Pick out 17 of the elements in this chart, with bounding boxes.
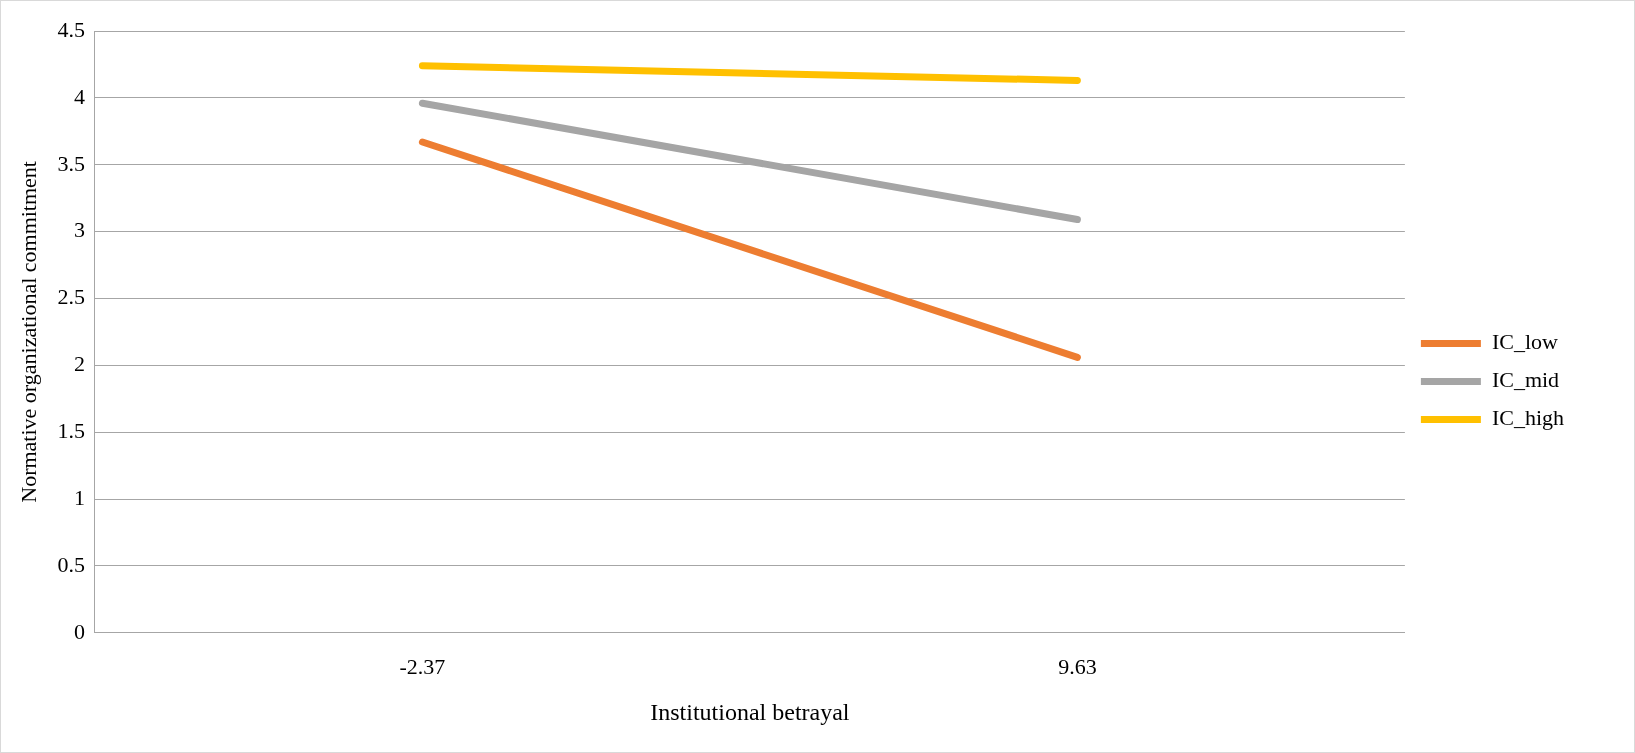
y-tick-label: 0 xyxy=(73,618,85,644)
y-tick-label: 1 xyxy=(73,484,85,510)
y-tick-label: 3 xyxy=(73,217,85,243)
y-tick-label: 1.5 xyxy=(57,417,85,443)
legend-label: IC_mid xyxy=(1491,367,1560,393)
y-axis-title: Normative organizational commitment xyxy=(15,161,41,503)
y-tick-label: 4 xyxy=(73,83,85,109)
legend-label: IC_high xyxy=(1491,405,1565,431)
x-axis-title: Institutional betrayal xyxy=(650,698,850,725)
y-tick-label: 0.5 xyxy=(57,551,85,577)
x-tick-label: -2.37 xyxy=(399,653,446,679)
y-tick-label: 4.5 xyxy=(57,16,85,42)
legend-label: IC_low xyxy=(1491,329,1558,355)
y-tick-label: 3.5 xyxy=(57,150,85,176)
y-tick-label: 2 xyxy=(73,351,85,377)
y-tick-label: 2.5 xyxy=(57,284,85,310)
x-tick-label: 9.63 xyxy=(1058,653,1097,679)
